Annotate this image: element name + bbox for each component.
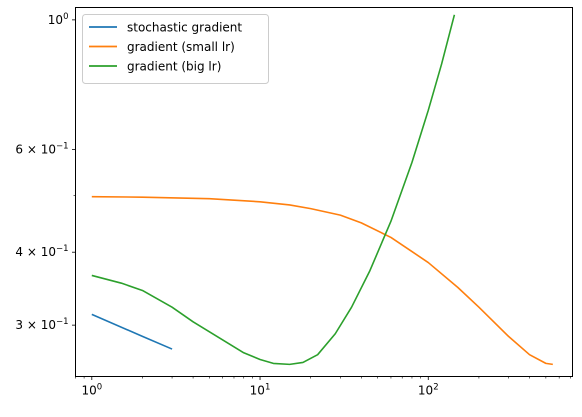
series-layer — [91, 14, 553, 366]
y-tick-label: 4 × 10−1 — [15, 244, 68, 259]
plot-area — [75, 7, 573, 377]
legend: stochastic gradient gradient (small lr) gr… — [82, 14, 269, 84]
series-line-0 — [91, 313, 173, 350]
legend-label: stochastic gradient — [127, 21, 242, 35]
legend-box — [82, 14, 269, 84]
plot-frame — [75, 7, 573, 377]
x-tick-label: 101 — [250, 383, 271, 398]
y-axis: 100 6 × 10−1 4 × 10−1 3 × 10−1 — [15, 12, 76, 332]
series-line-1 — [91, 195, 553, 366]
series-line-2 — [91, 14, 456, 366]
x-tick-label: 102 — [418, 383, 439, 398]
y-tick-label: 3 × 10−1 — [15, 317, 68, 332]
legend-label: gradient (big lr) — [127, 60, 221, 74]
x-axis: 100 101 102 — [75, 376, 571, 398]
y-tick-label: 6 × 10−1 — [15, 141, 68, 156]
legend-label: gradient (small lr) — [127, 40, 235, 54]
x-tick-label: 100 — [81, 383, 102, 398]
y-tick-label: 100 — [48, 12, 69, 27]
